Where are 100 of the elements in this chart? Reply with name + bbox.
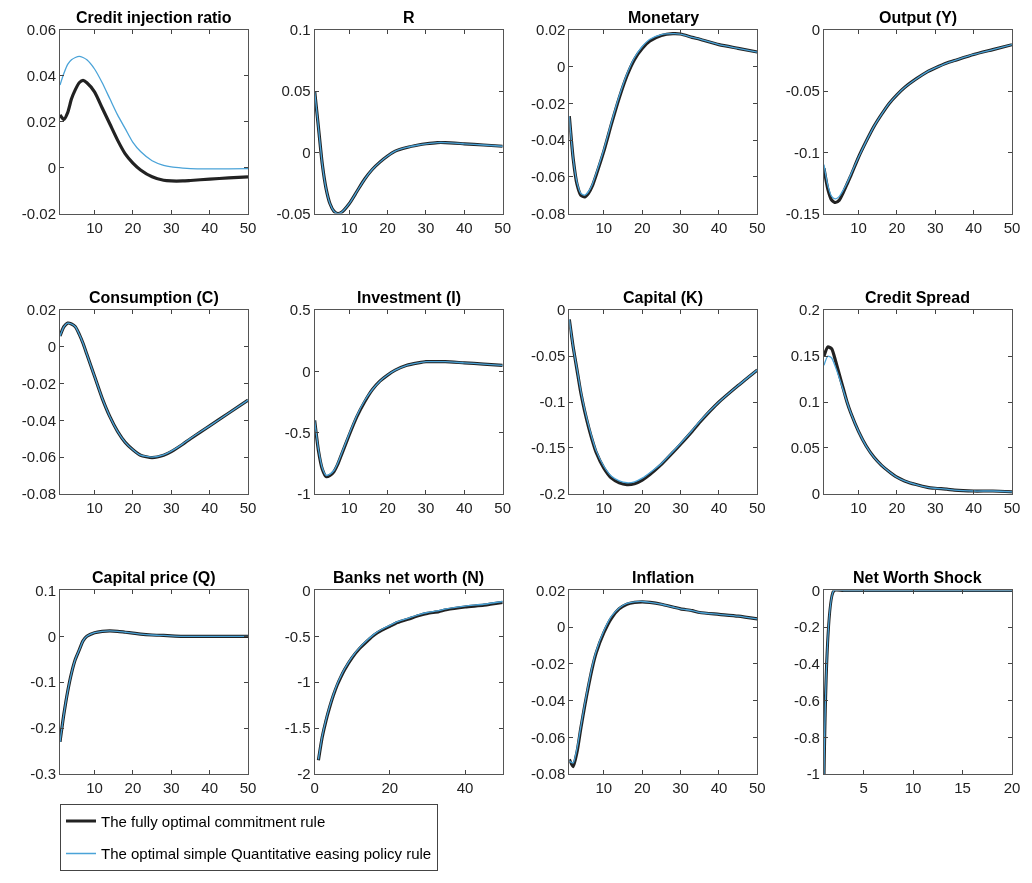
y-tick-label: 0.06 (26, 21, 56, 39)
x-tick-label: 20 (379, 218, 396, 236)
chart-title: Monetary (628, 9, 700, 26)
y-tick-label: -0.06 (21, 448, 56, 466)
y-tick-label: -0.08 (21, 485, 56, 503)
y-tick-label: 0.05 (281, 82, 311, 100)
x-tick-label: 30 (162, 498, 180, 516)
chart-title: Investment (I) (357, 289, 462, 306)
y-tick-label: 0.02 (26, 301, 56, 319)
x-tick-label: 40 (201, 498, 218, 516)
y-tick-label: -0.02 (21, 374, 56, 392)
x-tick-label: 50 (1003, 498, 1021, 516)
y-tick-label: 0.02 (26, 113, 56, 131)
chart-title: Net Worth Shock (853, 569, 982, 586)
chart-title: Credit injection ratio (76, 9, 232, 26)
x-tick-label: 40 (710, 218, 728, 236)
x-tick-label: 40 (201, 218, 218, 236)
y-tick-label: 0 (47, 158, 56, 176)
x-tick-label: 10 (595, 218, 613, 236)
legend-label: The optimal simple Quantitative easing policy rule (101, 845, 432, 863)
y-tick-label: 0 (47, 627, 56, 645)
y-tick-label: 0 (302, 143, 311, 161)
y-tick-label: 0 (556, 618, 566, 636)
y-tick-label: -0.05 (785, 82, 820, 100)
x-tick-label: 30 (672, 779, 689, 796)
x-tick-label: 50 (494, 498, 512, 516)
x-tick-label: 50 (239, 218, 257, 236)
chart-title: Consumption (C) (89, 289, 219, 306)
y-tick-label: -0.2 (30, 719, 56, 737)
x-tick-label: 10 (850, 218, 867, 236)
x-tick-label: 40 (965, 498, 982, 516)
x-tick-label: 20 (633, 218, 651, 236)
y-tick-label: -0.1 (30, 673, 56, 691)
x-tick-label: 40 (455, 218, 473, 236)
x-tick-label: 50 (749, 498, 766, 516)
y-tick-label: 0.1 (35, 581, 56, 599)
y-tick-label: -2 (297, 765, 311, 783)
y-tick-label: -0.1 (794, 143, 820, 161)
y-tick-label: 0.02 (536, 581, 566, 599)
x-tick-label: 50 (749, 779, 766, 796)
x-tick-label: 20 (379, 498, 396, 516)
y-tick-label: 0.15 (790, 347, 820, 365)
x-tick-label: 50 (1003, 218, 1021, 236)
y-tick-label: -1 (806, 765, 820, 783)
y-tick-label: -0.02 (531, 94, 566, 112)
x-tick-label: 10 (86, 498, 103, 516)
y-tick-label: -0.3 (30, 765, 56, 783)
x-tick-label: 30 (162, 779, 180, 796)
chart-title: Output (Y) (879, 9, 958, 26)
y-tick-label: 0 (811, 485, 820, 503)
y-tick-label: -0.02 (531, 655, 566, 673)
y-tick-label: 0.05 (790, 439, 820, 457)
y-tick-label: -0.15 (531, 439, 566, 457)
x-tick-label: 30 (672, 498, 689, 516)
x-tick-label: 10 (86, 218, 103, 236)
y-tick-label: 0 (556, 301, 566, 319)
x-tick-label: 20 (888, 218, 906, 236)
x-tick-label: 40 (965, 218, 982, 236)
x-tick-label: 40 (455, 498, 473, 516)
x-tick-label: 50 (494, 218, 512, 236)
y-tick-label: 0 (47, 338, 56, 356)
x-tick-label: 50 (239, 498, 257, 516)
y-tick-label: 0.2 (799, 301, 820, 319)
x-tick-label: 50 (749, 218, 766, 236)
y-tick-label: 0.04 (26, 67, 56, 85)
chart-title: Credit Spread (865, 289, 970, 306)
x-tick-label: 40 (710, 779, 728, 796)
x-tick-label: 10 (595, 779, 613, 796)
y-tick-label: -0.5 (284, 627, 311, 645)
y-tick-label: 0 (811, 581, 820, 599)
x-tick-label: 20 (633, 498, 651, 516)
x-tick-label: 5 (859, 779, 868, 796)
chart-title: Inflation (632, 569, 695, 586)
y-tick-label: 0.1 (799, 393, 820, 411)
y-tick-label: -0.15 (785, 204, 820, 222)
x-tick-label: 10 (340, 498, 358, 516)
x-tick-label: 20 (888, 498, 906, 516)
y-tick-label: -0.05 (531, 347, 566, 365)
x-tick-label: 30 (926, 218, 944, 236)
y-tick-label: -0.1 (539, 393, 566, 411)
chart-title: Capital (K) (623, 289, 703, 306)
y-tick-label: 0 (811, 21, 820, 39)
y-tick-label: 0.02 (536, 21, 566, 39)
y-tick-label: 0.1 (289, 21, 311, 39)
y-tick-label: -1.5 (284, 719, 311, 737)
y-tick-label: 0 (302, 362, 311, 380)
y-tick-label: -0.04 (21, 411, 56, 429)
y-tick-label: -0.4 (794, 655, 820, 673)
legend-label: The fully optimal commitment rule (101, 812, 326, 830)
y-tick-label: 0 (302, 581, 311, 599)
x-tick-label: 10 (595, 498, 613, 516)
x-tick-label: 10 (86, 779, 103, 796)
x-tick-label: 30 (417, 218, 435, 236)
y-tick-label: 0 (556, 57, 566, 75)
x-tick-label: 30 (417, 498, 435, 516)
y-tick-label: -0.06 (531, 728, 566, 746)
chart-title: R (403, 9, 415, 26)
x-tick-label: 40 (456, 779, 474, 796)
y-tick-label: -0.05 (276, 204, 311, 222)
x-tick-label: 20 (381, 779, 399, 796)
